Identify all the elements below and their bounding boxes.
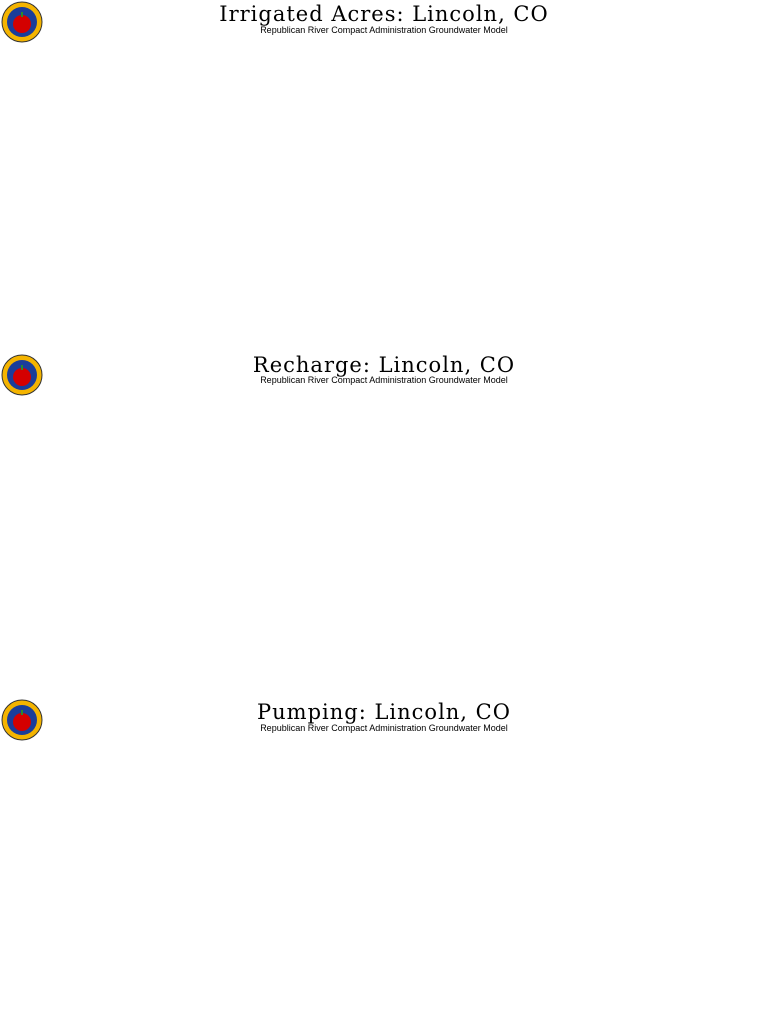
- chart-svg: [0, 0, 768, 341]
- state-seal-icon: AgriculturalM&IV12p701.002.003.004.0001.…: [1, 699, 43, 741]
- recharge-panel: PrecipitationGW ReturnsSW ReturnsCanal L…: [0, 341, 768, 682]
- pumping-panel: AgriculturalM&IV12p701.002.003.004.0001.…: [0, 682, 768, 1023]
- chart-subtitle: Republican River Compact Administration …: [260, 25, 508, 35]
- chart-title: Recharge: Lincoln, CO: [252, 353, 516, 377]
- chart-subtitle: Republican River Compact Administration …: [260, 723, 508, 733]
- chart-title: Pumping: Lincoln, CO: [257, 700, 511, 724]
- chart-svg: [0, 682, 768, 1023]
- irrigated-acres-panel: GroundwaterSurface WaterCommingledPrecip…: [0, 0, 768, 341]
- state-seal-icon: GroundwaterSurface WaterCommingledPrecip…: [1, 1, 43, 43]
- chart-svg: [0, 341, 768, 682]
- state-seal-icon: PrecipitationGW ReturnsSW ReturnsCanal L…: [1, 354, 43, 396]
- chart-subtitle: Republican River Compact Administration …: [260, 375, 508, 385]
- chart-title: Irrigated Acres: Lincoln, CO: [219, 2, 549, 26]
